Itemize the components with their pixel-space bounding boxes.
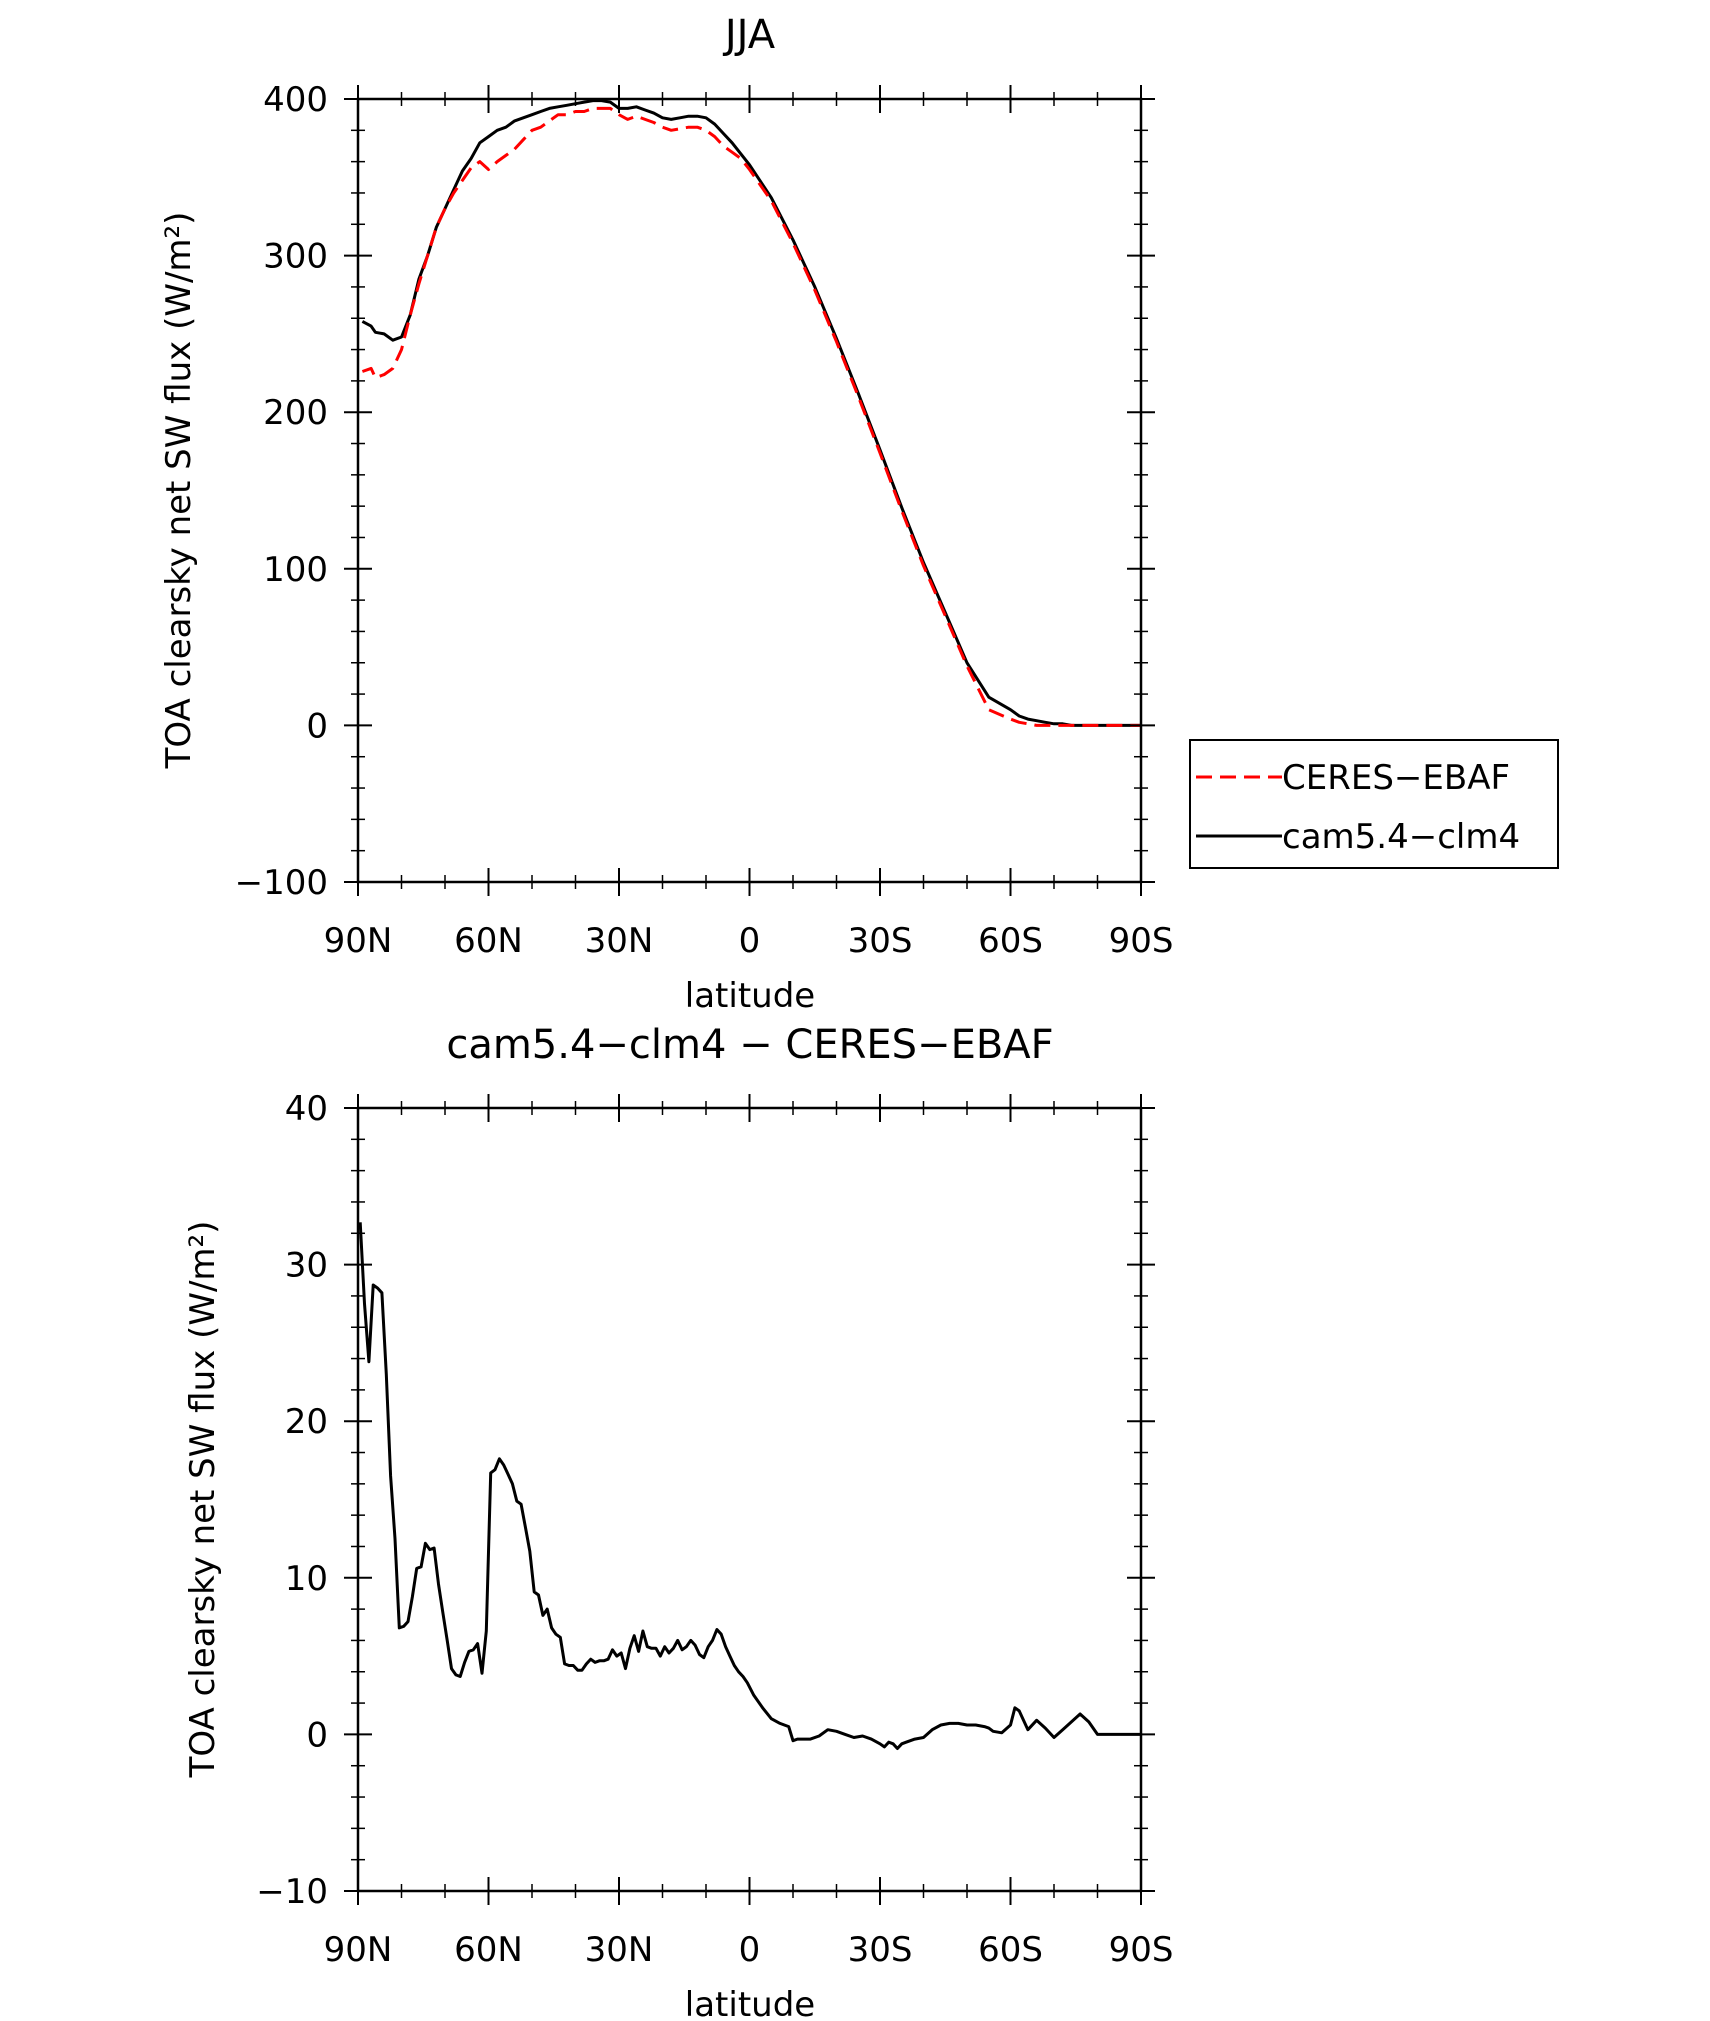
legend: CERES−EBAF cam5.4−clm4 xyxy=(1189,739,1559,869)
y-tick-label: 100 xyxy=(263,550,328,590)
y-tick-label: 0 xyxy=(306,706,328,746)
x-tick-label: 0 xyxy=(739,921,761,961)
x-tick-label: 90S xyxy=(1109,921,1174,961)
x-tick-label: 60S xyxy=(978,1930,1043,1970)
series-line-0 xyxy=(358,1222,1141,1750)
x-tick-label: 60S xyxy=(978,921,1043,961)
y-tick-label: 20 xyxy=(285,1402,328,1442)
y-tick-label: −10 xyxy=(256,1872,328,1912)
x-tick-label: 90N xyxy=(324,921,393,961)
plot-frame xyxy=(356,97,1143,884)
chart-title: cam5.4−clm4 − CERES−EBAF xyxy=(446,1022,1053,1068)
y-tick-label: 300 xyxy=(263,237,328,277)
y-tick-label: 10 xyxy=(285,1559,328,1599)
top-panel: JJA −100 0 100 200 300 400 90N 60N 30N 0 30S 60S 90S… xyxy=(159,12,1559,1016)
series-line-1 xyxy=(361,99,1141,727)
y-tick-label: 0 xyxy=(306,1715,328,1755)
y-tick-label: 40 xyxy=(285,1089,328,1129)
chart-title: JJA xyxy=(722,12,776,58)
x-tick-label: 0 xyxy=(739,1930,761,1970)
y-tick-label: 30 xyxy=(285,1246,328,1286)
x-tick-label: 60N xyxy=(454,921,523,961)
x-tick-label: 30N xyxy=(585,1930,654,1970)
x-axis-label: latitude xyxy=(685,1985,815,2021)
y-axis-label: TOA clearsky net SW flux (W/m²) xyxy=(183,1221,223,1779)
legend-label-ceres: CERES−EBAF xyxy=(1282,758,1510,798)
x-tick-label: 60N xyxy=(454,1930,523,1970)
x-tick-label: 30S xyxy=(848,921,913,961)
y-tick-label: 400 xyxy=(263,80,328,120)
legend-box xyxy=(1189,739,1559,869)
x-tick-label: 90N xyxy=(324,1930,393,1970)
x-tick-label: 30N xyxy=(585,921,654,961)
y-tick-label: 200 xyxy=(263,393,328,433)
legend-label-cam: cam5.4−clm4 xyxy=(1282,817,1520,857)
x-axis-label: latitude xyxy=(685,976,815,1016)
x-tick-label: 90S xyxy=(1109,1930,1174,1970)
bottom-panel: cam5.4−clm4 − CERES−EBAF −10 0 10 20 30 40 90N… xyxy=(183,1022,1173,2021)
y-axis-label: TOA clearsky net SW flux (W/m²) xyxy=(159,212,199,770)
series-line-0 xyxy=(361,106,1141,727)
x-tick-label: 30S xyxy=(848,1930,913,1970)
y-tick-label: −100 xyxy=(235,863,328,903)
